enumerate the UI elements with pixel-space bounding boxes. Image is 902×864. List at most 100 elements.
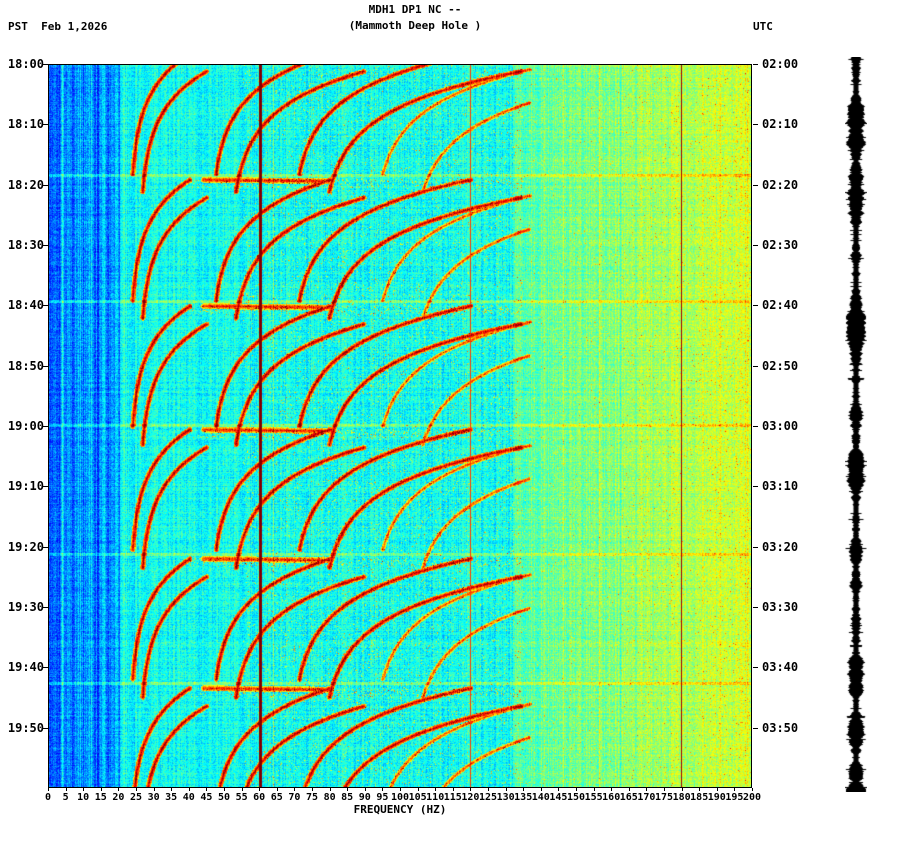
freq-axis-tick — [646, 788, 648, 791]
freq-tick-label: 155 — [584, 792, 603, 803]
freq-axis-tick — [752, 788, 753, 791]
freq-tick-label: 50 — [217, 792, 231, 803]
freq-axis-tick — [400, 788, 401, 791]
freq-tick-label: 20 — [112, 792, 125, 803]
amplitude-trace — [845, 57, 867, 792]
freq-tick-label: 180 — [672, 792, 691, 803]
freq-axis-tick — [329, 788, 331, 791]
right-axis-tick — [753, 64, 758, 65]
frequency-axis-title: FREQUENCY (HZ) — [353, 803, 447, 816]
right-axis-tick — [753, 607, 758, 608]
freq-tick-label: 105 — [408, 792, 427, 803]
left-time-label: 19:30 — [7, 600, 44, 614]
freq-axis-tick — [100, 788, 102, 791]
freq-axis-tick — [276, 788, 278, 791]
left-time-label: 19:20 — [7, 539, 44, 554]
freq-axis-tick — [364, 788, 366, 791]
freq-tick-label: 95 — [376, 792, 389, 803]
left-time-label: 18:50 — [7, 358, 44, 373]
freq-axis-tick — [65, 788, 67, 791]
freq-axis-tick — [118, 788, 120, 791]
freq-axis-tick — [417, 788, 419, 791]
left-time-label: 18:30 — [7, 238, 44, 252]
freq-axis-tick — [593, 788, 595, 791]
freq-axis-tick — [523, 788, 525, 791]
right-axis-tick — [753, 365, 758, 367]
left-time-label: 19:00 — [7, 419, 44, 433]
freq-axis-tick — [224, 788, 225, 791]
freq-axis-tick — [452, 788, 454, 791]
freq-tick-label: 45 — [200, 792, 213, 803]
left-time-label: 18:20 — [7, 177, 44, 192]
freq-tick-label: 115 — [443, 792, 462, 803]
freq-tick-label: 65 — [270, 792, 283, 803]
freq-tick-label: 175 — [654, 792, 674, 803]
freq-axis-tick — [171, 788, 173, 791]
freq-tick-label: 100 — [390, 792, 410, 803]
freq-tick-label: 140 — [531, 792, 550, 803]
right-time-label: 02:50 — [762, 358, 799, 373]
amplitude-trace-canvas — [845, 57, 867, 792]
freq-tick-label: 195 — [725, 792, 744, 803]
freq-axis-tick — [488, 788, 489, 791]
right-time-label: 02:20 — [762, 177, 799, 192]
freq-tick-label: 120 — [461, 792, 480, 803]
freq-axis-tick — [294, 788, 296, 791]
freq-axis-tick — [259, 788, 261, 791]
freq-axis-tick — [540, 788, 542, 791]
freq-tick-label: 150 — [566, 792, 586, 803]
spectrogram-plot — [48, 64, 752, 788]
left-time-label: 18:10 — [7, 117, 44, 132]
freq-tick-label: 135 — [514, 792, 533, 803]
freq-tick-label: 10 — [77, 792, 90, 803]
freq-axis-tick — [382, 788, 384, 791]
freq-axis-tick — [347, 788, 349, 791]
right-time-label: 02:00 — [762, 57, 799, 71]
freq-tick-label: 80 — [323, 792, 336, 803]
right-axis-tick — [753, 486, 758, 488]
freq-tick-label: 70 — [288, 792, 301, 803]
right-time-label: 03:10 — [762, 479, 799, 494]
freq-axis-tick — [716, 788, 718, 791]
freq-axis-tick — [312, 788, 313, 791]
right-axis-tick — [753, 546, 758, 548]
freq-axis-tick — [611, 788, 613, 791]
right-axis-tick — [753, 727, 758, 729]
freq-axis-tick — [136, 788, 137, 791]
left-time-label: 19:10 — [7, 479, 44, 494]
freq-tick-label: 165 — [619, 792, 638, 803]
freq-axis-tick — [628, 788, 630, 791]
freq-axis-tick — [206, 788, 208, 791]
freq-axis-tick — [576, 788, 577, 791]
right-axis-tick — [753, 426, 758, 427]
freq-tick-label: 5 — [62, 792, 69, 803]
left-time-label: 18:00 — [7, 57, 44, 71]
right-time-label: 03:20 — [762, 539, 799, 554]
left-timezone-date: PST Feb 1,2026 — [8, 20, 108, 33]
left-time-label: 19:40 — [7, 660, 44, 675]
right-time-label: 02:30 — [762, 238, 799, 252]
freq-tick-label: 170 — [637, 792, 656, 803]
freq-tick-label: 40 — [182, 792, 195, 803]
spectrogram-canvas — [49, 65, 751, 787]
freq-tick-label: 0 — [44, 792, 52, 803]
right-axis-tick — [753, 184, 758, 186]
freq-tick-label: 160 — [602, 792, 621, 803]
left-time-label: 19:50 — [7, 720, 44, 735]
right-time-label: 02:40 — [762, 298, 799, 313]
freq-axis-tick — [188, 788, 190, 791]
freq-tick-label: 55 — [235, 792, 248, 803]
freq-axis-tick — [734, 788, 736, 791]
station-title: MDH1 DP1 NC -- — [368, 3, 462, 16]
freq-tick-label: 125 — [478, 792, 498, 803]
freq-axis-tick — [664, 788, 665, 791]
freq-axis-tick — [153, 788, 155, 791]
freq-tick-label: 90 — [358, 792, 371, 803]
right-time-label: 03:50 — [762, 720, 799, 735]
freq-tick-label: 15 — [94, 792, 107, 803]
station-subtitle: (Mammoth Deep Hole ) — [348, 19, 482, 32]
right-time-label: 03:00 — [762, 419, 799, 433]
freq-tick-label: 110 — [426, 792, 445, 803]
freq-tick-label: 75 — [305, 792, 319, 803]
freq-axis-tick — [505, 788, 507, 791]
